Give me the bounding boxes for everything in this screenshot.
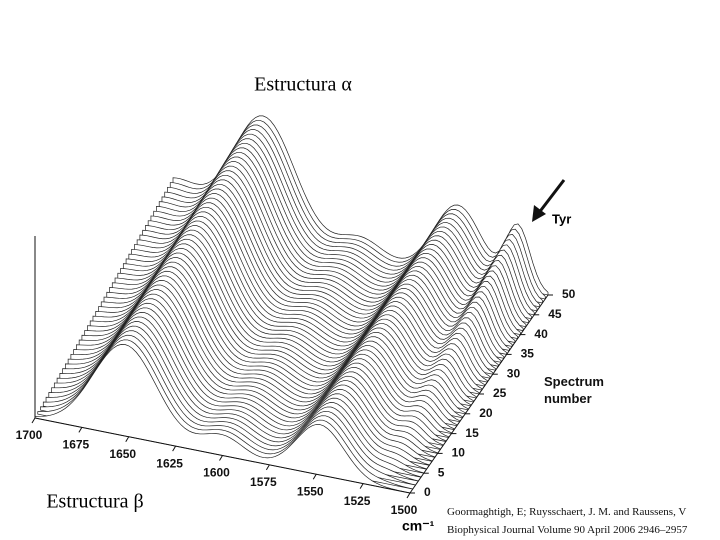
x-tick-label: 1500 [391, 503, 418, 517]
x-tick-label: 1550 [297, 484, 324, 498]
citation-line: Goormaghtigh, E; Ruysschaert, J. M. and … [447, 506, 687, 518]
y-tick-label: 45 [548, 307, 562, 321]
x-tick [219, 455, 223, 461]
y-tick-label: 50 [562, 287, 576, 301]
y-tick-label: 20 [479, 406, 493, 420]
spectrum-curve [34, 344, 411, 494]
x-tick [406, 492, 411, 499]
x-tick [78, 427, 83, 433]
annotation: Estructura β [46, 491, 143, 513]
y-tick-label: 0 [424, 485, 431, 499]
citation-line: Biophysical Journal Volume 90 April 2006… [447, 524, 688, 536]
y-tick-label: 25 [493, 386, 507, 400]
x-tick [359, 483, 364, 489]
x-tick-label: 1575 [250, 475, 277, 489]
x-tick-label: 1700 [16, 428, 43, 442]
x-tick [312, 473, 317, 480]
x-tick [31, 417, 36, 424]
x-tick [265, 464, 270, 471]
annotation: Tyr [552, 211, 571, 226]
x-tick-label: 1600 [203, 466, 230, 480]
x-tick-label: 1525 [344, 494, 371, 508]
y-tick-label: 10 [452, 446, 466, 460]
y-tick-label: 5 [438, 465, 445, 479]
x-tick-label: 1675 [63, 438, 90, 452]
citation: Goormaghtigh, E; Ruysschaert, J. M. and … [447, 503, 687, 539]
y-tick-label: 30 [507, 366, 521, 380]
y-tick-label: 35 [521, 347, 535, 361]
annotation: Estructura α [254, 74, 352, 96]
arrow-head [532, 205, 546, 222]
x-tick-label: 1625 [156, 456, 183, 470]
y-tick-label: 40 [534, 327, 548, 341]
y-tick-label: 15 [465, 426, 479, 440]
x-tick [125, 436, 130, 443]
arrow [536, 179, 566, 215]
x-tick-label: 1650 [109, 447, 136, 461]
surface [34, 115, 549, 494]
x-tick [172, 445, 177, 452]
y-axis-label: Spectrum number [544, 374, 604, 406]
x-axis-label: cm⁻¹ [402, 518, 435, 534]
